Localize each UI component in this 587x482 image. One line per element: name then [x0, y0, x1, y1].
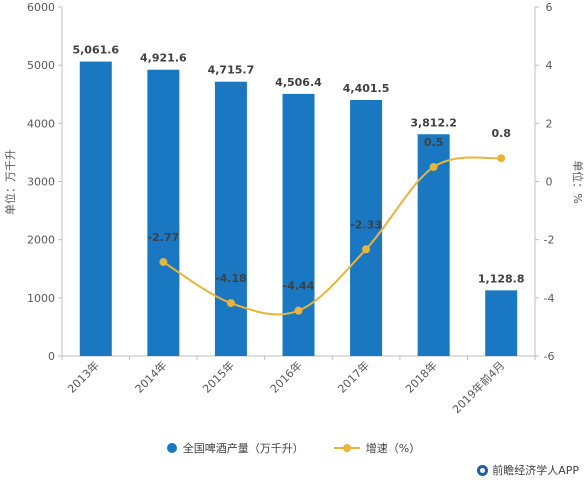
line-series: [159, 154, 506, 316]
x-tick-label: 2015年: [200, 358, 237, 395]
growth-line: [162, 156, 502, 316]
bar-series: [79, 61, 518, 357]
y2-tick-label: -6: [544, 350, 555, 363]
y2-axis-title: 单位：%: [571, 160, 585, 203]
bar: [147, 69, 180, 357]
bar: [417, 134, 450, 356]
bar: [282, 93, 315, 356]
growth-value-label: -2.33: [350, 218, 382, 231]
y-tick-label: 5000: [27, 59, 55, 72]
bar-value-label: 4,921.6: [140, 52, 187, 65]
legend: 全国啤酒产量（万千升） 增速（%）: [0, 440, 587, 456]
legend-label-output: 全国啤酒产量（万千升）: [182, 442, 304, 455]
x-tick-label: 2013年: [64, 358, 101, 395]
bar: [350, 99, 383, 356]
legend-item-output[interactable]: 全国啤酒产量（万千升）: [166, 440, 304, 456]
y-axis-title: 单位：万千升: [3, 149, 17, 215]
y2-tick-label: 0: [546, 176, 553, 189]
growth-point: [294, 306, 303, 315]
growth-point: [429, 162, 438, 171]
legend-label-growth: 增速（%）: [365, 442, 421, 455]
growth-value-label: -2.77: [147, 231, 179, 244]
bar: [214, 81, 247, 356]
source-text: 前瞻经济学人APP: [492, 464, 579, 477]
source-credit: 前瞻经济学人APP: [477, 462, 579, 478]
growth-value-label: 0.5: [424, 136, 444, 149]
x-tick-label: 2014年: [132, 358, 169, 395]
growth-point: [226, 299, 235, 308]
y-tick-label: 0: [48, 350, 55, 363]
bar-value-label: 3,812.2: [410, 116, 457, 129]
legend-line-swatch: [333, 443, 360, 453]
legend-bar-swatch: [166, 443, 177, 453]
bar-value-label: 5,061.6: [72, 44, 119, 57]
growth-value-label: -4.18: [215, 272, 247, 285]
bar-value-label: 4,715.7: [208, 64, 255, 77]
growth-point: [159, 258, 168, 267]
x-tick-label: 2017年: [335, 358, 372, 395]
bar-value-label: 4,506.4: [275, 76, 322, 89]
bar-value-label: 4,401.5: [343, 82, 390, 95]
y2-tick-label: 2: [546, 117, 553, 130]
bar-value-label: 1,128.8: [478, 272, 525, 285]
y-tick-label: 6000: [27, 1, 55, 14]
y2-tick-label: -2: [544, 234, 555, 247]
y2-tick-label: -4: [544, 292, 555, 305]
x-tick-label: 2019年前4月: [449, 358, 507, 416]
bar: [485, 290, 518, 356]
y-tick-label: 4000: [27, 117, 55, 130]
y2-tick-label: 4: [546, 59, 553, 72]
y2-tick-label: 6: [546, 1, 553, 14]
data-labels: 5,061.6 4,921.6 4,715.7 4,506.4 4,401.5 3,812…: [72, 44, 524, 293]
x-tick-label: 2018年: [402, 358, 439, 395]
y-tick-label: 3000: [27, 176, 55, 189]
bar: [79, 61, 112, 357]
growth-value-label: -4.44: [283, 280, 315, 293]
legend-item-growth[interactable]: 增速（%）: [333, 440, 421, 456]
growth-point: [362, 245, 371, 254]
x-tick-label: 2016年: [267, 358, 304, 395]
brand-logo-icon: [477, 464, 489, 476]
growth-point: [497, 154, 506, 163]
y-tick-label: 2000: [27, 234, 55, 247]
growth-value-label: 0.8: [491, 127, 511, 140]
y-tick-label: 1000: [27, 292, 55, 305]
